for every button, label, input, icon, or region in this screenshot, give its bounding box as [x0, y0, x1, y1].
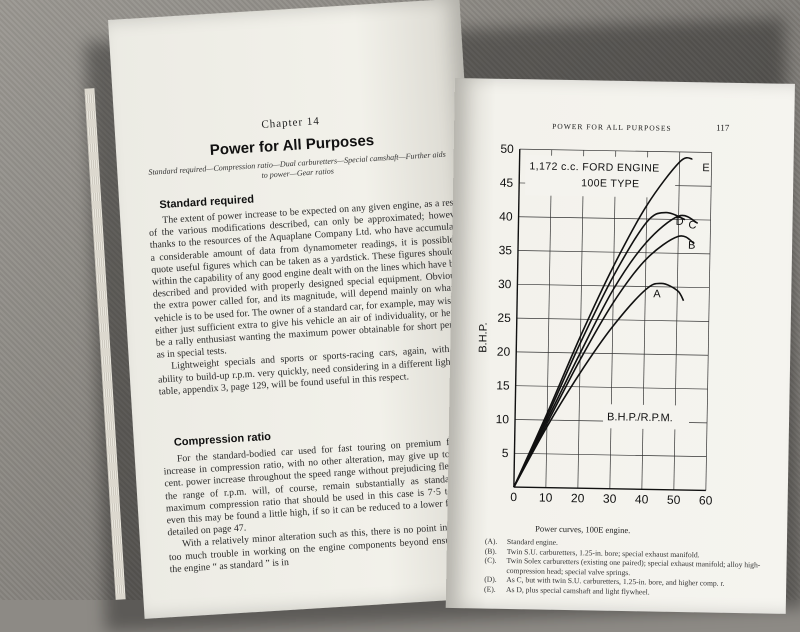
grid-line-y — [519, 148, 712, 153]
x-tick-label: 60 — [699, 493, 713, 507]
x-tick-label: 10 — [539, 491, 553, 505]
left-page: Chapter 14 Power for All Purposes Standa… — [108, 0, 496, 619]
grid-line-y — [516, 351, 709, 356]
legend-key: (C). — [484, 555, 497, 565]
section-heading-compression: Compression ratio — [173, 430, 272, 449]
y-tick-label: 10 — [496, 412, 510, 426]
chart-annotation: B.H.P./R.P.M. — [607, 411, 673, 424]
legend-text: As D, plus special camshaft and light fl… — [506, 584, 650, 596]
series-line-c — [513, 214, 699, 488]
section-body-compression: For the standard-bodied car used for fas… — [163, 435, 486, 576]
x-tick-label: 50 — [667, 493, 681, 507]
y-tick-label: 35 — [499, 243, 513, 257]
grid-line-y — [514, 452, 707, 457]
x-axis — [513, 486, 706, 492]
annotation-background — [602, 404, 690, 430]
title-background — [524, 155, 676, 198]
y-axis — [513, 149, 521, 488]
legend-key: (D). — [484, 574, 497, 584]
legend-key: (E). — [484, 584, 496, 594]
legend-key: (A). — [484, 536, 498, 546]
chart-caption: Power curves, 100E engine. — [535, 523, 631, 536]
y-tick-label: 45 — [500, 176, 514, 190]
y-tick-label: 15 — [496, 378, 510, 392]
running-head: POWER FOR ALL PURPOSES — [552, 121, 672, 133]
series-line-a — [513, 282, 685, 488]
y-tick-label: 20 — [497, 345, 511, 359]
grid-line-y — [517, 283, 710, 289]
y-tick-label: 40 — [499, 209, 513, 223]
grid-line-y — [515, 385, 708, 390]
grid-line-y — [518, 216, 711, 221]
series-label-e: E — [702, 162, 710, 174]
grid-line-y — [517, 250, 710, 255]
right-page: POWER FOR ALL PURPOSES 117 0 10 20 30 40 50 60… — [445, 78, 795, 614]
series-label-d: D — [676, 216, 684, 228]
y-tick-label: 50 — [500, 142, 514, 156]
series-label-a: A — [653, 288, 661, 300]
grid-line-y — [516, 317, 709, 322]
curve-legend: (A). Standard engine. (B). Twin S.U. carbur… — [484, 537, 765, 599]
y-axis-label: B.H.P. — [477, 322, 490, 353]
x-axis-label: R.P.M. x 100 — [566, 509, 640, 514]
y-tick-label: 25 — [497, 311, 511, 325]
y-tick-label: 30 — [498, 277, 512, 291]
page-number: 117 — [716, 122, 730, 133]
chart-title: 1,172 c.c. FORD ENGINE — [529, 160, 659, 174]
series-line-d — [513, 211, 686, 488]
series-line-b — [513, 235, 695, 488]
x-tick-label: 20 — [571, 491, 585, 505]
series-label-c: C — [688, 219, 696, 231]
section-heading-standard: Standard required — [159, 193, 255, 212]
y-tick-label: 5 — [502, 446, 509, 460]
x-tick-label: 40 — [635, 492, 649, 506]
chart-subtitle: 100E TYPE — [581, 177, 639, 190]
x-tick-label: 30 — [603, 492, 617, 506]
paragraph: The extent of power increase to be expec… — [148, 196, 472, 361]
power-curve-chart: 0 10 20 30 40 50 60 5 10 15 20 25 30 35 40 45 50 R.P.M. x… — [477, 142, 713, 514]
series-line-e — [513, 156, 693, 488]
series-label-b: B — [688, 240, 696, 252]
section-body-standard: The extent of power increase to be expec… — [148, 197, 475, 399]
x-tick-label: 0 — [510, 490, 517, 504]
legend-key: (B). — [484, 546, 497, 556]
